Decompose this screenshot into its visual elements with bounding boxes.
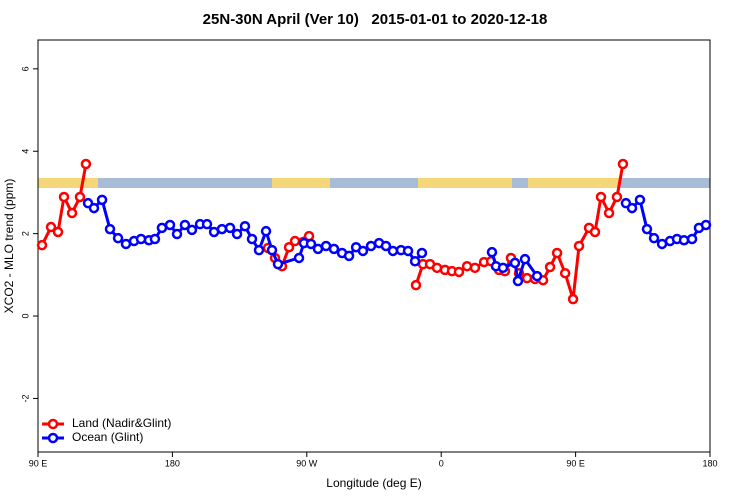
point xyxy=(328,243,340,255)
point xyxy=(149,233,161,245)
point xyxy=(469,262,481,274)
y-tick-label: 2 xyxy=(20,231,30,236)
point xyxy=(231,228,243,240)
legend-marker xyxy=(47,432,59,444)
point xyxy=(96,194,108,206)
point xyxy=(626,202,638,214)
point xyxy=(486,246,498,258)
point xyxy=(497,262,509,274)
point xyxy=(365,240,377,252)
x-tick-label: 90 E xyxy=(29,458,48,468)
y-axis-label: XCO2 - MLO trend (ppm) xyxy=(2,179,16,314)
point xyxy=(246,233,258,245)
point xyxy=(531,270,543,282)
point xyxy=(104,223,116,235)
point xyxy=(112,232,124,244)
land-mask-strip xyxy=(38,178,710,188)
point xyxy=(544,261,556,273)
point xyxy=(453,266,465,278)
x-tick-label: 180 xyxy=(165,458,180,468)
point xyxy=(272,258,284,270)
point xyxy=(416,247,428,259)
point xyxy=(52,226,64,238)
point xyxy=(380,240,392,252)
point xyxy=(216,223,228,235)
point xyxy=(567,293,579,305)
point xyxy=(357,245,369,257)
y-tick-label: 0 xyxy=(20,314,30,319)
point xyxy=(135,233,147,245)
point xyxy=(179,219,191,231)
point xyxy=(509,257,521,269)
point xyxy=(559,267,571,279)
legend-marker xyxy=(47,418,59,430)
y-tick-label: -2 xyxy=(20,394,30,402)
x-tick-label: 180 xyxy=(702,458,717,468)
point xyxy=(611,191,623,203)
point xyxy=(551,247,563,259)
point xyxy=(224,222,236,234)
point xyxy=(409,255,421,267)
point xyxy=(88,202,100,214)
y-tick-label: 6 xyxy=(20,66,30,71)
point xyxy=(603,207,615,219)
point xyxy=(410,279,422,291)
point xyxy=(641,223,653,235)
point xyxy=(186,224,198,236)
point xyxy=(283,241,295,253)
point xyxy=(289,235,301,247)
point xyxy=(66,207,78,219)
point xyxy=(156,222,168,234)
point xyxy=(573,240,585,252)
point xyxy=(80,158,92,170)
x-axis-label: Longitude (deg E) xyxy=(326,476,421,490)
point xyxy=(74,191,86,203)
legend-label: Ocean (Glint) xyxy=(72,430,143,444)
point xyxy=(239,220,251,232)
chart-title: 25N-30N April (Ver 10) 2015-01-01 to 202… xyxy=(203,11,548,28)
point xyxy=(164,219,176,231)
point xyxy=(686,233,698,245)
point xyxy=(634,194,646,206)
point xyxy=(260,225,272,237)
x-tick-label: 90 E xyxy=(566,458,585,468)
point xyxy=(305,238,317,250)
point xyxy=(648,232,660,244)
x-tick-label: 0 xyxy=(439,458,444,468)
point xyxy=(171,228,183,240)
x-tick-label: 90 W xyxy=(296,458,318,468)
ocean-strip xyxy=(38,178,710,188)
land-strip xyxy=(272,178,330,188)
point xyxy=(617,158,629,170)
land-strip xyxy=(528,178,620,188)
legend-label: Land (Nadir&Glint) xyxy=(72,416,171,430)
point xyxy=(700,219,712,231)
point xyxy=(58,191,70,203)
point xyxy=(201,218,213,230)
point xyxy=(519,253,531,265)
land-strip xyxy=(38,178,98,188)
point xyxy=(595,191,607,203)
point xyxy=(343,250,355,262)
point xyxy=(253,244,265,256)
point xyxy=(266,244,278,256)
point xyxy=(36,239,48,251)
point xyxy=(293,252,305,264)
point xyxy=(387,245,399,257)
point xyxy=(512,275,524,287)
point xyxy=(312,243,324,255)
y-tick-label: 4 xyxy=(20,149,30,154)
point xyxy=(678,234,690,246)
point xyxy=(45,221,57,233)
point xyxy=(120,238,132,250)
point xyxy=(589,226,601,238)
land-strip xyxy=(418,178,512,188)
point xyxy=(402,245,414,257)
